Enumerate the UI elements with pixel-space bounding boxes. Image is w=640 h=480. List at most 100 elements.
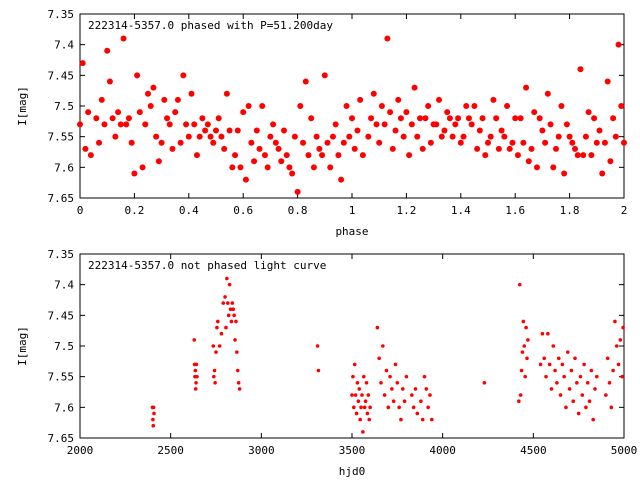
- phased-data-point: [455, 115, 462, 122]
- unphased-data-point: [618, 338, 623, 342]
- unphased-data-point: [366, 393, 371, 397]
- unphased-data-point: [216, 319, 220, 324]
- unphased-data-point: [193, 387, 198, 391]
- phased-data-point: [368, 115, 375, 122]
- phased-data-point: [359, 152, 366, 159]
- phased-data-point: [566, 133, 573, 140]
- phased-data-point: [468, 121, 475, 128]
- unphased-data-point: [560, 362, 565, 367]
- phased-data-point: [172, 109, 179, 116]
- phased-data-point: [438, 133, 445, 140]
- phased-data-point: [465, 115, 472, 122]
- unphased-data-point: [397, 405, 401, 410]
- phased-data-point: [85, 109, 92, 116]
- phased-data-point: [373, 121, 380, 128]
- phased-data-point: [319, 152, 326, 159]
- phased-data-point: [115, 109, 122, 116]
- phased-x-tick-label: 0.6: [233, 204, 253, 217]
- phased-data-point: [283, 152, 290, 159]
- phased-data-point: [506, 145, 513, 152]
- phased-data-point: [117, 121, 124, 128]
- unphased-data-point: [391, 399, 396, 404]
- unphased-data-point: [420, 417, 425, 422]
- phased-data-point: [321, 72, 328, 79]
- unphased-data-point: [402, 399, 407, 404]
- phased-data-point: [384, 35, 391, 42]
- phased-data-point: [134, 72, 141, 79]
- unphased-data-point: [555, 381, 559, 385]
- phased-data-point: [599, 170, 606, 177]
- unphased-data-point: [390, 387, 394, 391]
- unphased-x-tick-label: 4500: [520, 444, 547, 457]
- unphased-data-point: [415, 411, 420, 416]
- unphased-x-tick-label: 3000: [248, 444, 275, 457]
- unphased-data-point: [381, 344, 385, 348]
- unphased-data-point: [360, 393, 364, 397]
- phased-data-point: [270, 121, 277, 128]
- unphased-data-points: [150, 276, 625, 434]
- phased-data-point: [607, 158, 614, 165]
- phased-data-point: [574, 152, 581, 159]
- unphased-data-point: [518, 393, 523, 397]
- phased-x-tick-label: 1.4: [451, 204, 471, 217]
- phased-data-point: [457, 139, 464, 146]
- phased-data-point: [604, 78, 611, 85]
- unphased-data-point: [393, 362, 398, 367]
- phased-data-point: [125, 115, 132, 122]
- unphased-data-point: [422, 374, 427, 379]
- phased-chart-title: 222314-5357.0 phased with P=51.200day: [88, 19, 333, 32]
- phased-data-point: [207, 133, 214, 140]
- unphased-data-point: [558, 393, 563, 397]
- phased-data-point: [329, 133, 336, 140]
- unphased-data-point: [352, 405, 356, 410]
- unphased-data-point: [213, 381, 217, 385]
- unphased-data-point: [367, 417, 372, 422]
- unphased-data-point: [411, 405, 416, 410]
- unphased-x-tick-label: 5000: [611, 444, 638, 457]
- phased-data-point: [139, 164, 146, 171]
- phased-panel: 0 0.2 0.4 0.6 0.8 1 1.2 1.4 1.6 1.8 2 7.35 7.4 7.45 7.…: [16, 8, 627, 238]
- unphased-data-point: [519, 368, 524, 373]
- unphased-data-point: [524, 325, 528, 330]
- phased-data-point: [177, 139, 184, 146]
- phased-data-point: [180, 72, 187, 79]
- phased-data-point: [444, 109, 451, 116]
- phased-data-point: [136, 109, 143, 116]
- phased-data-point: [449, 133, 456, 140]
- phased-data-point: [272, 139, 279, 146]
- phased-data-point: [531, 109, 538, 116]
- unphased-data-point: [410, 393, 414, 397]
- phased-data-point: [161, 96, 168, 103]
- phased-data-point: [501, 133, 508, 140]
- phased-data-point: [536, 115, 543, 122]
- phased-data-point: [215, 115, 222, 122]
- phased-data-point: [316, 145, 323, 152]
- phased-data-point: [93, 115, 100, 122]
- unphased-data-point: [193, 368, 198, 373]
- unphased-data-point: [587, 399, 592, 404]
- phased-data-point: [476, 127, 483, 134]
- phased-data-point: [185, 133, 192, 140]
- unphased-data-point: [542, 356, 547, 361]
- phased-data-point: [354, 127, 361, 134]
- phased-data-point: [588, 152, 595, 159]
- unphased-y-tick-label: 7.5: [54, 340, 74, 353]
- phased-data-point: [242, 176, 249, 183]
- phased-data-point: [256, 145, 263, 152]
- phased-data-point: [327, 164, 334, 171]
- unphased-data-point: [525, 356, 529, 361]
- unphased-data-point: [234, 319, 238, 324]
- unphased-data-point: [228, 307, 233, 312]
- unphased-data-point: [482, 381, 487, 385]
- unphased-data-point: [549, 387, 554, 391]
- phased-y-tick-label: 7.65: [48, 192, 75, 205]
- unphased-data-point: [571, 399, 576, 404]
- phased-data-point: [289, 170, 296, 177]
- unphased-data-point: [564, 405, 568, 410]
- phased-data-point: [221, 145, 228, 152]
- unphased-data-point: [223, 295, 227, 299]
- unphased-data-point: [520, 350, 525, 354]
- phased-data-point: [346, 133, 353, 140]
- phased-data-points: [77, 35, 627, 195]
- unphased-data-point: [595, 374, 599, 379]
